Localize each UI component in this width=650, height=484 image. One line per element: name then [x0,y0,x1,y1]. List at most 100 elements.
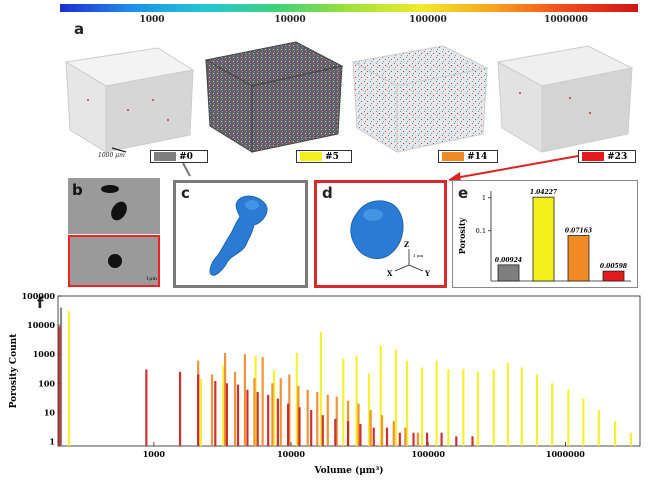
y-tick-label: 0.1 [476,227,486,235]
count-bar [267,394,270,446]
count-bar [398,432,401,446]
cube-sample-0 [64,47,195,153]
count-bar [412,432,415,446]
count-bar [334,418,337,446]
panel-b-letter: b [72,181,83,199]
count-bar [380,415,384,446]
count-bar [447,369,450,446]
count-bar [236,384,240,446]
count-bar [326,394,329,446]
count-bar [385,427,389,446]
count-bar [295,352,298,446]
y-axis-label: Porosity Count [9,333,19,409]
count-bar [225,383,228,446]
count-bar [298,407,301,446]
cube-sample-14 [351,45,489,153]
panel-d-letter: d [322,184,333,202]
count-bar [310,410,313,446]
count-bar [222,365,225,446]
count-bar [455,436,458,446]
count-bar [178,371,182,446]
colorbar-tick: 1000000 [544,15,588,25]
count-bar [279,378,282,446]
count-bar [405,360,409,446]
axis-x-label: X [387,269,393,278]
count-bar [359,423,362,446]
count-bar [355,355,358,446]
count-bar [492,369,495,446]
count-bar [379,345,382,446]
count-bar [629,432,633,446]
count-bar [535,374,539,446]
count-bar [597,410,600,446]
count-bar [357,403,360,446]
legend-label: #23 [607,152,628,162]
legend-sample-14: #14 [438,150,498,163]
count-bar [440,432,443,446]
count-bar [551,383,554,446]
legend-sample-5: #5 [296,150,352,163]
count-bar [58,326,61,446]
count-bar [582,398,585,446]
porosity-count-chart: 1 10 100 1000 10000 100000 1000 10000 100000 1000… [9,291,641,476]
panel-b-top-image [68,178,160,234]
count-bar [261,357,264,446]
count-bar [223,352,227,446]
count-bar [67,311,71,446]
count-bar [197,374,200,446]
x-tick-label: 10000 [277,449,305,459]
count-bar [288,374,291,446]
count-bar [369,410,372,446]
legend-swatch [300,152,322,161]
y-tick-label: 100 [38,378,55,388]
colorbar-tick: 10000 [274,15,306,25]
y-axis-label: Porosity [457,217,467,254]
count-bar [256,392,259,446]
count-bar [392,421,395,446]
count-bar [471,436,474,446]
colorbar-tick: 100000 [409,15,447,25]
legend-swatch [154,152,176,161]
axis-scale-label: 1 μm [413,253,424,258]
count-bar [253,378,256,446]
x-tick-label: 1000 [143,449,166,459]
cube-sample-5 [204,41,344,153]
count-bar [233,371,237,446]
bar-value-label: 0.00924 [495,257,522,264]
bar-value-label: 0.07163 [565,228,592,235]
cube-sample-23 [496,45,634,153]
y-tick-label: 100000 [22,291,56,301]
count-bar [272,370,276,446]
count-bar [520,367,523,446]
count-bar [319,331,323,446]
count-bar [342,358,345,446]
bar-value-label: 0.00598 [600,263,628,270]
count-bar [243,354,246,446]
count-bar [506,362,509,446]
count-bar [59,307,63,446]
legend-sample-0: #0 [150,150,208,163]
legend-swatch [442,152,464,161]
y-tick-label: 1 [482,194,486,202]
y-tick-label: 10000 [27,320,55,330]
porosity-bar [567,235,590,282]
x-tick-label: 100000 [412,449,446,459]
panel-f-letter: f [37,294,44,312]
bar-value-label: 1.04227 [530,189,558,196]
pore-3d-round [350,200,424,272]
count-bar [316,392,319,446]
count-bar [246,389,249,446]
count-bar [321,415,324,446]
count-bar [420,367,424,446]
legend-sample-23: #23 [578,150,636,163]
count-bar [346,421,350,446]
count-bar [372,427,375,446]
count-bar [426,432,429,446]
count-bar [271,383,274,446]
count-bar [416,432,420,446]
count-bar [145,369,148,446]
count-bar [567,389,570,446]
legend-label: #14 [467,152,488,162]
scale-bar-a [111,147,127,153]
count-bar [306,389,309,446]
